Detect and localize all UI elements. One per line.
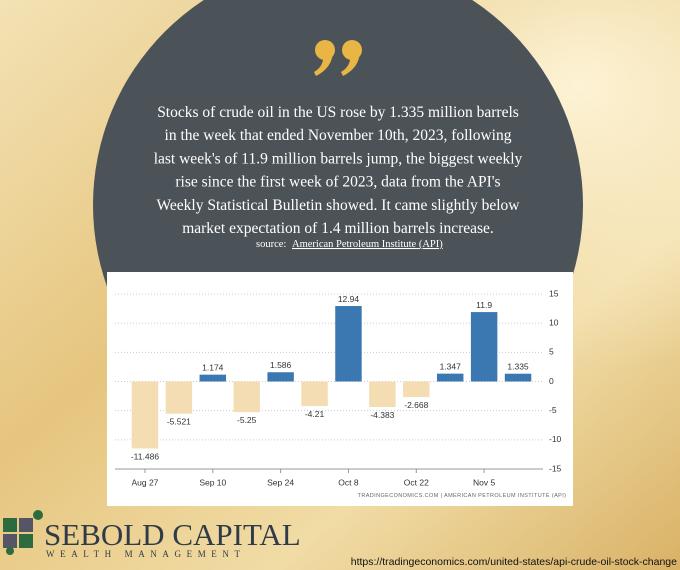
quote-line: Weekly Statistical Bulletin showed. It c… (157, 197, 521, 214)
x-tick-label: Oct 22 (404, 477, 429, 487)
x-tick-label: Oct 8 (338, 477, 359, 487)
x-tick-label: Nov 5 (473, 477, 495, 487)
source-link[interactable]: American Petroleum Institute (API) (292, 239, 443, 250)
bar (233, 381, 260, 413)
quote-line: rise since the first week of 2023, data … (175, 174, 500, 191)
y-tick-label: 15 (549, 288, 559, 298)
value-label: -4.383 (370, 410, 394, 420)
quote-mark (314, 40, 362, 76)
bar (301, 381, 328, 407)
y-tick-label: 0 (549, 376, 554, 386)
quote-text: Stocks of crude oil in the US rose by 1.… (154, 104, 523, 237)
y-tick-label: -10 (549, 434, 562, 444)
value-label: 12.94 (338, 294, 360, 304)
logo-icon (3, 510, 43, 555)
logo-tagline: WEALTH MANAGEMENT (46, 549, 246, 559)
y-tick-label: -15 (549, 463, 562, 473)
value-label: 1.586 (270, 360, 292, 370)
bar (470, 312, 498, 382)
source-url: https://tradingeconomics.com/united-stat… (351, 556, 677, 568)
value-label: -4.21 (305, 409, 325, 419)
quote-line: Stocks of crude oil in the US rose by 1.… (157, 104, 519, 121)
bar (335, 306, 362, 382)
bar (504, 373, 532, 382)
y-tick-label: 10 (549, 317, 559, 327)
bar (165, 381, 193, 414)
logo-name: SEBOLD CAPITAL (44, 517, 301, 552)
source-label: source: (256, 239, 286, 250)
value-label: 11.9 (476, 300, 492, 310)
value-label: 1.347 (440, 362, 462, 372)
value-label: -11.486 (131, 452, 159, 462)
bar (199, 374, 227, 382)
chart: -15 -10 -5 0 5 10 15 Aug 27 -11.486 -5.521 Sep 10 1… (115, 288, 562, 487)
value-label: -5.521 (167, 417, 191, 427)
x-tick-label: Sep 24 (267, 477, 294, 487)
quote-line: last week's of 11.9 million barrels jump… (154, 150, 523, 167)
bar (369, 381, 396, 408)
value-label: 1.335 (507, 362, 529, 372)
x-tick-label: Sep 10 (199, 477, 226, 487)
bar (436, 373, 464, 382)
chart-credit: TRADINGECONOMICS.COM | AMERICAN PETROLEU… (358, 493, 567, 499)
quote-line: market expectation of 1.4 million barrel… (182, 220, 494, 237)
y-tick-label: -5 (549, 405, 557, 415)
value-label: 1.174 (202, 363, 224, 373)
y-tick-label: 5 (549, 347, 554, 357)
x-tick-label: Aug 27 (131, 477, 158, 487)
bar (267, 372, 294, 382)
bar (131, 381, 159, 449)
value-label: -5.25 (237, 415, 257, 425)
quote-line: in the week that ended November 10th, 20… (165, 127, 512, 144)
bar (403, 381, 430, 398)
value-label: -2.668 (404, 400, 428, 410)
